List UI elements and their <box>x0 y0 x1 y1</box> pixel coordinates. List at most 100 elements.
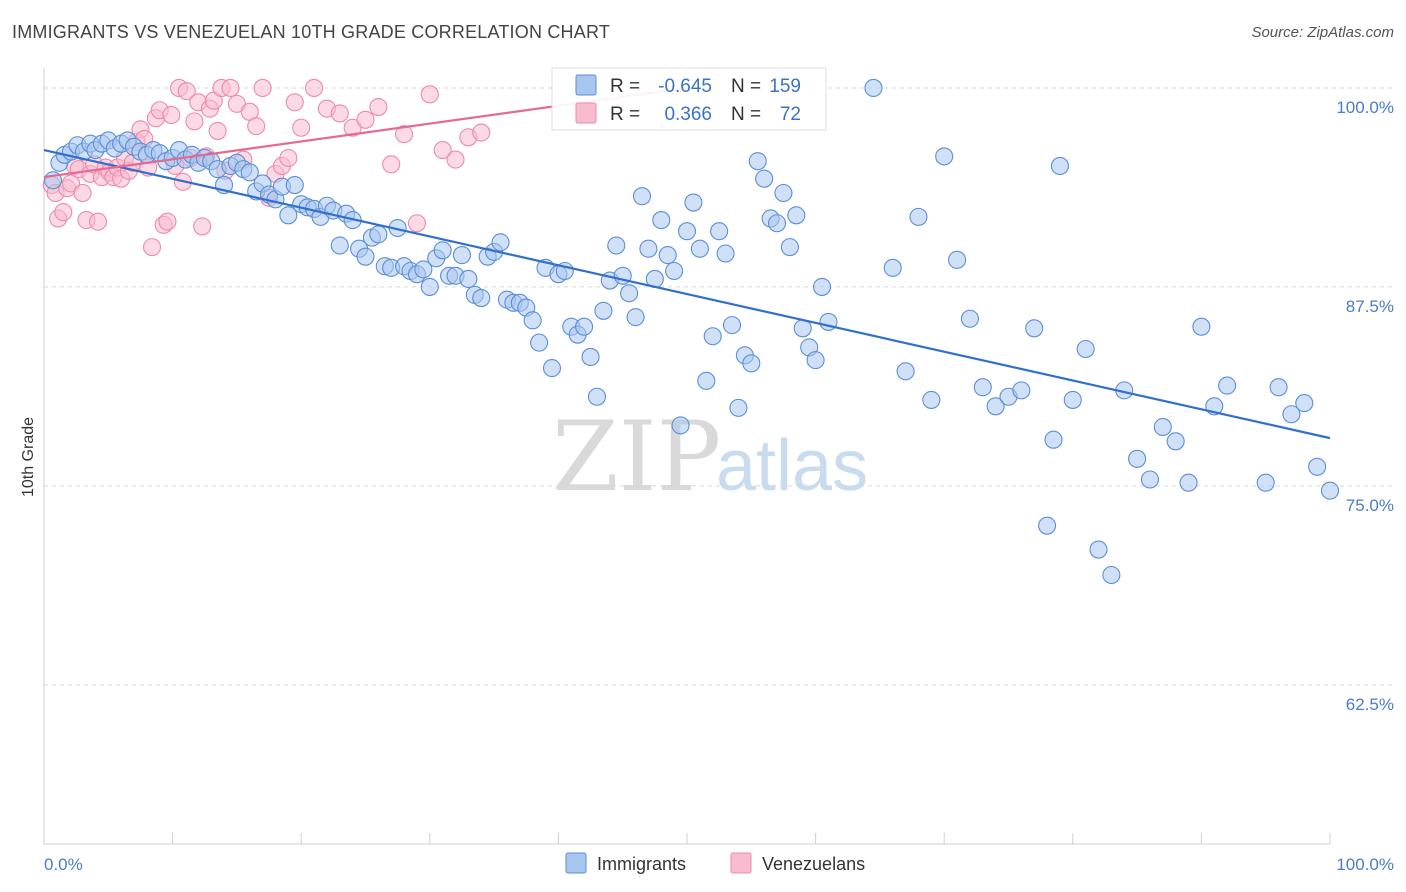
venezuelans-point <box>142 238 162 257</box>
venezuelans-point <box>88 212 108 231</box>
legend-r-label: R = <box>610 76 640 97</box>
legend-swatch-immigrants <box>565 852 587 874</box>
immigrants-point <box>1025 319 1044 338</box>
immigrants-point <box>420 277 439 296</box>
legend-r-value-venezuelans: 0.366 <box>664 104 712 125</box>
immigrants-point <box>935 147 954 166</box>
immigrants-point <box>1044 430 1063 449</box>
legend-r-value-immigrants: -0.645 <box>658 76 712 97</box>
immigrants-point <box>710 222 729 241</box>
immigrants-point <box>639 239 658 258</box>
immigrants-point <box>697 371 716 390</box>
immigrants-point <box>626 308 645 327</box>
series-immigrants <box>43 78 1340 585</box>
immigrants-point <box>973 378 992 397</box>
immigrants-point <box>369 225 388 244</box>
immigrants-point <box>729 398 748 417</box>
legend-swatch-venezuelans <box>730 852 752 874</box>
immigrants-point <box>240 163 259 182</box>
immigrants-point <box>864 78 883 98</box>
immigrants-point <box>665 261 684 281</box>
source-credit: Source: ZipAtlas.com <box>1251 24 1394 41</box>
immigrants-point <box>356 247 375 266</box>
series-legend: Immigrants Venezuelans <box>565 852 865 874</box>
legend-swatch-venezuelans <box>575 102 597 124</box>
immigrants-point <box>948 250 967 269</box>
y-tick-label: 87.5% <box>1346 297 1394 316</box>
venezuelans-point <box>343 118 362 137</box>
y-tick-label: 75.0% <box>1346 496 1394 515</box>
venezuelans-point <box>433 140 452 160</box>
immigrants-point <box>658 246 677 265</box>
immigrants-point <box>767 214 787 233</box>
immigrants-point <box>1179 473 1198 492</box>
y-tick-label: 100.0% <box>1336 98 1394 117</box>
immigrants-point <box>530 333 549 352</box>
immigrants-point <box>716 244 735 263</box>
venezuelans-point <box>356 110 375 129</box>
immigrants-point <box>684 193 703 212</box>
venezuelans-point <box>292 118 311 137</box>
legend-n-value-venezuelans: 72 <box>780 104 801 125</box>
immigrants-point <box>1295 394 1314 413</box>
immigrants-point <box>575 317 594 336</box>
y-tick-label: 62.5% <box>1346 695 1394 714</box>
immigrants-point <box>1038 516 1057 535</box>
watermark-zip: ZIP <box>552 401 721 513</box>
x-axis-ticks <box>43 833 1331 844</box>
stats-legend: R = -0.645 N = 159 R = 0.366 N = 72 <box>551 67 827 131</box>
immigrants-point <box>755 169 774 188</box>
series-venezuelans <box>42 78 491 257</box>
venezuelans-point <box>279 148 298 168</box>
venezuelans-point <box>221 78 240 98</box>
venezuelans-point <box>247 117 266 136</box>
legend-r-label: R = <box>610 104 640 125</box>
immigrants-point <box>279 206 298 225</box>
venezuelans-point <box>185 112 204 131</box>
venezuelans-point <box>395 125 414 144</box>
immigrants-point <box>690 239 709 258</box>
immigrants-point <box>1166 432 1185 451</box>
immigrants-point <box>1140 470 1160 489</box>
immigrants-point <box>986 397 1005 416</box>
immigrants-point <box>922 390 941 409</box>
venezuelans-point <box>177 82 196 101</box>
legend-label-venezuelans: Venezuelans <box>762 854 865 874</box>
immigrants-point <box>632 187 652 206</box>
immigrants-point <box>433 241 452 260</box>
immigrants-point <box>960 309 979 328</box>
immigrants-point <box>594 301 613 320</box>
immigrants-point <box>1320 481 1340 500</box>
immigrants-point <box>523 311 542 330</box>
immigrants-point <box>620 284 639 303</box>
legend-n-value-immigrants: 159 <box>769 76 801 97</box>
immigrants-point <box>748 152 767 171</box>
legend-n-label: N = <box>731 76 761 97</box>
immigrants-point <box>774 183 793 203</box>
legend-n-label: N = <box>731 104 761 125</box>
immigrants-point <box>1102 565 1121 585</box>
immigrants-point <box>414 260 433 279</box>
venezuelans-point <box>369 98 388 117</box>
y-axis-tick-labels: 100.0% 87.5% 75.0% 62.5% <box>1336 98 1394 714</box>
immigrants-point <box>652 211 671 230</box>
venezuelans-point <box>330 104 349 123</box>
legend-label-immigrants: Immigrants <box>597 854 686 874</box>
immigrants-point <box>1012 381 1031 400</box>
venezuelans-point <box>253 78 272 98</box>
immigrants-point <box>459 269 478 289</box>
stats-legend-box <box>551 67 827 131</box>
watermark-atlas: atlas <box>716 426 868 506</box>
venezuelans-point <box>208 121 227 140</box>
immigrants-point <box>896 362 915 381</box>
venezuelans-point <box>446 150 465 169</box>
immigrants-point <box>703 327 722 346</box>
venezuelans-point <box>285 93 304 112</box>
immigrants-point <box>1192 317 1211 336</box>
immigrants-point <box>542 359 562 378</box>
immigrants-point <box>1282 405 1301 424</box>
immigrants-point <box>1076 339 1095 359</box>
immigrants-point <box>1308 457 1327 476</box>
chart-title: IMMIGRANTS VS VENEZUELAN 10TH GRADE CORR… <box>12 22 611 42</box>
immigrants-point <box>607 236 626 255</box>
